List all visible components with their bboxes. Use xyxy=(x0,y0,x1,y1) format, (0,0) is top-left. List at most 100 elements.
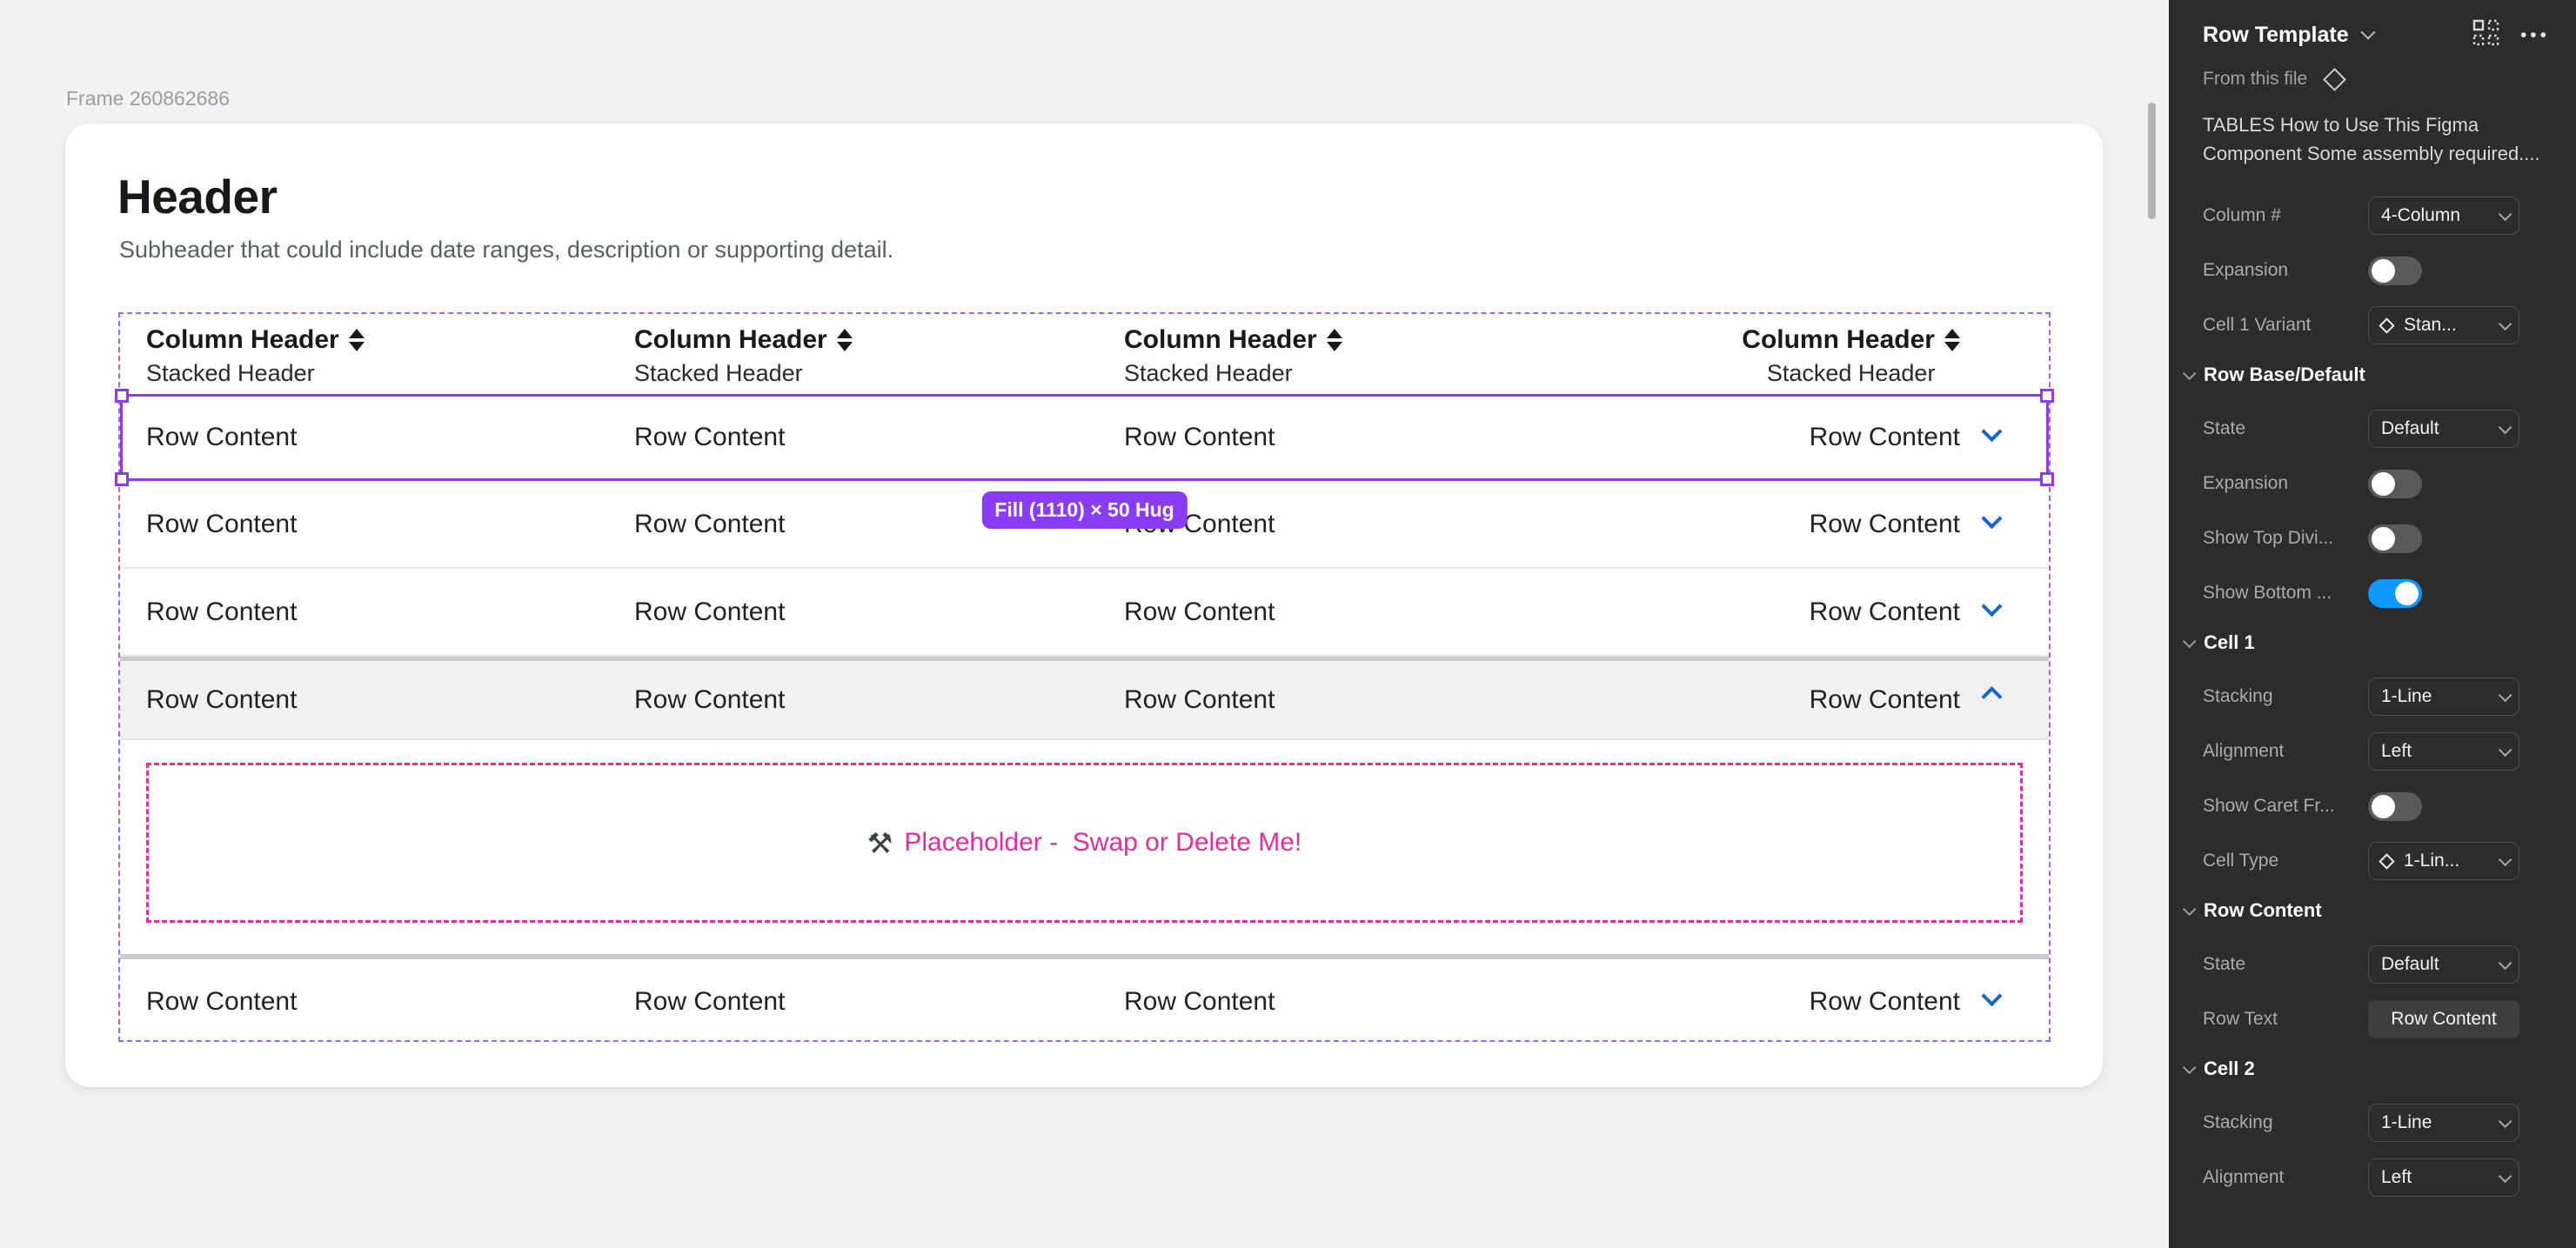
property-label: Show Caret Fr... xyxy=(2203,796,2335,816)
row-cell: Row Content xyxy=(1124,684,1275,714)
show-caret-toggle[interactable] xyxy=(2368,791,2422,821)
row-cell: Row Content xyxy=(1124,597,1275,626)
sort-icon[interactable] xyxy=(348,329,365,351)
canvas-scrollbar[interactable] xyxy=(2148,103,2156,219)
property-label: Stacking xyxy=(2203,1112,2273,1132)
column-number-select[interactable]: 4-Column xyxy=(2368,197,2519,235)
chevron-down-icon xyxy=(2498,1169,2512,1183)
more-options-icon[interactable]: ••• xyxy=(2519,24,2550,45)
row-cell: Row Content xyxy=(634,986,786,1016)
row-cell: Row Content xyxy=(1124,509,1275,538)
column-header-cell: Column Header Stacked Header xyxy=(1742,323,1960,389)
component-diamond-icon xyxy=(2379,852,2395,870)
row-cell: Row Content xyxy=(1124,986,1275,1016)
property-label: Cell 1 Variant xyxy=(2203,315,2312,335)
column-header-cell: Column Header Stacked Header xyxy=(146,323,634,389)
section-header-cell1[interactable]: Cell 1 xyxy=(2182,629,2550,657)
page-subtitle: Subheader that could include date ranges… xyxy=(119,237,894,263)
row-base-expansion-toggle[interactable] xyxy=(2368,469,2422,498)
component-diamond-icon[interactable] xyxy=(2323,67,2347,91)
row-cell: Row Content xyxy=(146,509,298,538)
chevron-down-icon xyxy=(2182,634,2197,648)
sort-icon[interactable] xyxy=(1326,329,1342,351)
sort-icon[interactable] xyxy=(836,329,853,351)
show-bottom-divider-toggle[interactable] xyxy=(2368,578,2422,608)
column-header-cell: Column Header Stacked Header xyxy=(634,323,1124,389)
chevron-down-icon xyxy=(2182,1060,2197,1074)
chevron-down-icon[interactable] xyxy=(1980,595,2003,617)
table-row[interactable]: Row Content Row Content Row Content Row … xyxy=(120,959,2049,1044)
properties-panel: Row Template ••• From this file TABLES H… xyxy=(2169,0,2576,1248)
row-cell: Row Content xyxy=(146,684,298,714)
swap-instance-icon[interactable] xyxy=(2472,19,2499,50)
placeholder-text: Placeholder - Swap or Delete Me! xyxy=(904,828,1302,857)
column-header-cell: Column Header Stacked Header xyxy=(1124,323,1637,389)
source-label: From this file xyxy=(2203,69,2308,89)
row-cell: Row Content xyxy=(634,509,786,538)
chevron-down-icon xyxy=(2498,743,2512,757)
show-top-divider-toggle[interactable] xyxy=(2368,524,2422,553)
cell1-alignment-select[interactable]: Left xyxy=(2368,732,2519,771)
cell2-stacking-select[interactable]: 1-Line xyxy=(2368,1104,2519,1142)
frame-name-label[interactable]: Frame 260862686 xyxy=(66,87,230,110)
table-row-expanded[interactable]: Row Content Row Content Row Content Row … xyxy=(120,657,2049,740)
placeholder-box[interactable]: ⚒ Placeholder - Swap or Delete Me! xyxy=(146,763,2023,923)
property-label: Expansion xyxy=(2203,260,2289,280)
property-label: State xyxy=(2203,954,2246,974)
row-base-state-select[interactable]: Default xyxy=(2368,410,2519,448)
column-header-label: Column Header xyxy=(146,325,339,354)
chevron-down-icon xyxy=(2498,852,2512,866)
table-header-row[interactable]: Column Header Stacked Header Column Head… xyxy=(120,314,2049,394)
section-header-row-base[interactable]: Row Base/Default xyxy=(2182,361,2550,389)
component-description: TABLES How to Use This Figma Component S… xyxy=(2203,114,2540,164)
cell1-variant-select[interactable]: Stan... xyxy=(2368,306,2519,344)
row-cell: Row Content xyxy=(1809,509,1960,538)
page-title: Header xyxy=(117,170,278,224)
property-label: Column # xyxy=(2203,205,2281,225)
sort-icon[interactable] xyxy=(1944,329,1960,351)
row-cell: Row Content xyxy=(1809,423,1960,451)
cell2-alignment-select[interactable]: Left xyxy=(2368,1158,2519,1197)
column-header-label: Column Header xyxy=(634,325,827,354)
chevron-down-icon xyxy=(2182,366,2197,380)
table-component[interactable]: Column Header Stacked Header Column Head… xyxy=(115,312,2054,1044)
row-content-state-select[interactable]: Default xyxy=(2368,945,2519,984)
table-frame-card[interactable]: Header Subheader that could include date… xyxy=(65,123,2103,1087)
property-label: Alignment xyxy=(2203,1167,2285,1187)
row-cell: Row Content xyxy=(146,597,298,626)
chevron-down-icon[interactable] xyxy=(1980,984,2003,1006)
chevron-down-icon[interactable] xyxy=(1980,421,2003,443)
figma-canvas[interactable]: Frame 260862686 Header Subheader that co… xyxy=(0,0,2169,1248)
table-row-selected[interactable]: Row Content Row Content Row Content Row … xyxy=(115,389,2054,486)
property-label: Cell Type xyxy=(2203,851,2279,871)
stacked-header-label: Stacked Header xyxy=(1766,360,1936,386)
stacked-header-label: Stacked Header xyxy=(1124,360,1293,386)
property-label: Stacking xyxy=(2203,686,2273,706)
row-expansion-panel: ⚒ Placeholder - Swap or Delete Me! xyxy=(120,740,2049,959)
component-title[interactable]: Row Template xyxy=(2203,22,2349,47)
chevron-down-icon[interactable] xyxy=(2360,24,2376,40)
row-text-field[interactable]: Row Content xyxy=(2368,1000,2519,1038)
chevron-down-icon xyxy=(2498,1114,2512,1128)
section-header-row-content[interactable]: Row Content xyxy=(2182,897,2550,924)
selection-size-badge: Fill (1110) × 50 Hug xyxy=(981,491,1188,529)
row-cell: Row Content xyxy=(634,684,786,714)
stacked-header-label: Stacked Header xyxy=(634,360,803,386)
chevron-down-icon[interactable] xyxy=(1980,507,2003,529)
stacked-header-label: Stacked Header xyxy=(146,360,315,386)
row-cell: Row Content xyxy=(1809,986,1960,1016)
cell1-stacking-select[interactable]: 1-Line xyxy=(2368,677,2519,716)
table-row[interactable]: Row Content Row Content Row Content Row … xyxy=(120,569,2049,657)
component-diamond-icon xyxy=(2379,317,2395,334)
expansion-toggle[interactable] xyxy=(2368,256,2422,285)
row-cell: Row Content xyxy=(1809,684,1960,714)
chevron-down-icon xyxy=(2498,207,2512,221)
row-cell: Row Content xyxy=(1809,597,1960,626)
section-header-cell2[interactable]: Cell 2 xyxy=(2182,1055,2550,1083)
row-cell: Row Content xyxy=(146,986,298,1016)
chevron-down-icon xyxy=(2182,902,2197,916)
chevron-down-icon xyxy=(2498,956,2512,970)
chevron-up-icon[interactable] xyxy=(1980,685,2003,707)
cell1-type-select[interactable]: 1-Lin... xyxy=(2368,842,2519,880)
property-label: Show Bottom ... xyxy=(2203,583,2332,603)
